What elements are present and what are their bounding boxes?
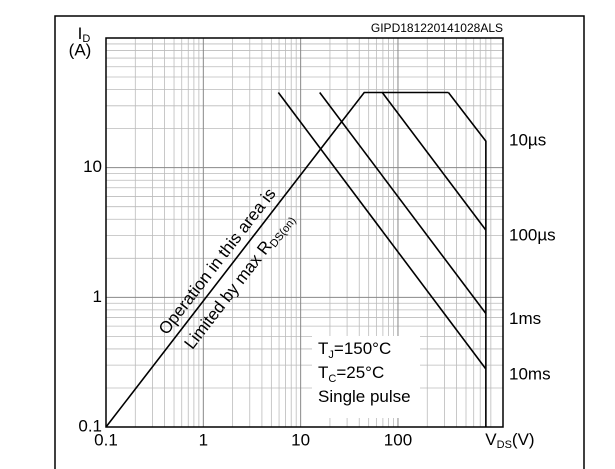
y-axis-label: ID (78, 24, 91, 44)
x-axis-label: VDS(V) (485, 430, 534, 450)
condition: TJ=150°C (318, 339, 391, 360)
condition-main: T (318, 363, 328, 382)
x-tick-label: 0.1 (94, 430, 118, 449)
y-tick-label: 10 (83, 157, 102, 176)
x-label-unit: (V) (512, 430, 535, 449)
x-tick-label: 100 (384, 430, 412, 449)
condition-main: T (318, 339, 328, 358)
series-label: 100µs (509, 226, 556, 245)
condition-sub: C (328, 373, 336, 385)
condition: Single pulse (318, 387, 411, 406)
x-tick-label: 10 (291, 430, 310, 449)
region-note-sub: DS(on) (268, 215, 299, 250)
soa-line (277, 92, 487, 370)
y-axis-unit: (A) (69, 40, 92, 59)
y-tick-label: 0.1 (78, 416, 102, 435)
condition-rest: =25°C (336, 363, 384, 382)
conditions-box (312, 336, 420, 418)
y-tick-label: 1 (93, 287, 102, 306)
soa-line (447, 92, 487, 427)
series-label: 10ms (509, 365, 551, 384)
figure-code: GIPD181220141028ALS (371, 21, 503, 35)
x-tick-label: 1 (199, 430, 208, 449)
series-label: 10µs (509, 131, 546, 150)
x-label-sub: DS (497, 439, 512, 451)
y-label-sub: D (82, 33, 90, 45)
condition-main: Single pulse (318, 387, 411, 406)
soa-line (319, 92, 487, 315)
soa-line (381, 92, 487, 231)
figure-frame (54, 15, 585, 469)
x-label-main: V (485, 430, 497, 449)
plot-frame (105, 37, 504, 428)
condition: TC=25°C (318, 363, 384, 384)
condition-sub: J (328, 349, 334, 361)
y-label-main: I (78, 24, 83, 43)
series-label: 1ms (509, 309, 541, 328)
soa-line (105, 91, 449, 428)
condition-rest: =150°C (334, 339, 391, 358)
